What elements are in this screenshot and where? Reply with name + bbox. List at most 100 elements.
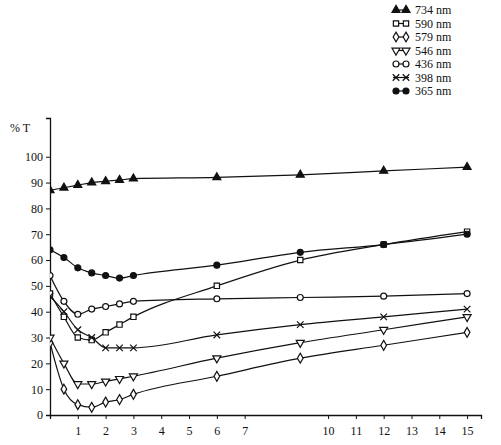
tick-mark (46, 183, 50, 184)
data-point (75, 326, 82, 333)
data-point (214, 262, 220, 268)
tick-label: 40 (31, 305, 43, 319)
tick: 13 (406, 415, 418, 438)
tick-mark (133, 415, 134, 419)
legend-marker (402, 48, 410, 55)
tick-label: 5 (187, 424, 193, 438)
data-point (131, 389, 137, 399)
data-point (75, 400, 81, 410)
tick-label: 10 (31, 383, 43, 397)
tick-mark (46, 286, 50, 287)
data-point (74, 382, 82, 389)
plot-area (50, 162, 471, 412)
tick-mark (161, 415, 162, 419)
tick: 1 (75, 415, 81, 438)
axis-line (51, 416, 482, 420)
tick-label: 2 (103, 424, 109, 438)
tick-label: 15 (462, 424, 474, 438)
tick-label: 70 (31, 228, 43, 242)
data-point (75, 335, 80, 340)
data-point (214, 283, 219, 288)
data-point (214, 332, 221, 339)
data-point (297, 321, 304, 328)
tick: 4 (159, 415, 165, 438)
data-point (129, 174, 137, 181)
tick-mark (328, 415, 329, 419)
tick: 90 (31, 176, 50, 190)
y-axis: 0102030405060708090100 (25, 119, 51, 423)
data-point (88, 178, 96, 185)
data-point (61, 308, 68, 315)
legend-marker (403, 61, 409, 67)
series-line (50, 167, 467, 190)
tick: 7 (242, 415, 248, 438)
data-point (381, 293, 387, 299)
legend: 734 nm590 nm579 nm546 nm436 nm398 nm365 … (392, 3, 452, 98)
data-point (60, 183, 68, 190)
tick-label: 7 (242, 424, 248, 438)
data-point (380, 314, 387, 321)
tick-label: 20 (31, 357, 43, 371)
tick-mark (46, 415, 50, 416)
data-point (129, 374, 137, 381)
tick-label: 12 (378, 424, 390, 438)
series-line (50, 234, 467, 278)
tick: 6 (214, 415, 220, 438)
data-point (50, 273, 53, 279)
tick-label: 13 (406, 424, 418, 438)
tick-mark (46, 157, 50, 158)
data-point (463, 315, 471, 322)
series-line (50, 276, 467, 315)
tick: 11 (351, 415, 363, 438)
data-point (130, 345, 137, 352)
data-point (89, 402, 95, 412)
tick-label: 3 (131, 424, 137, 438)
tick-mark (46, 363, 50, 364)
data-point (103, 397, 109, 407)
tick-mark (411, 415, 412, 419)
data-point (213, 173, 221, 180)
data-point (117, 395, 123, 405)
legend-marker (393, 74, 400, 81)
tick-mark (467, 415, 468, 419)
data-point (464, 327, 470, 337)
data-point (89, 306, 95, 312)
tick: 3 (131, 415, 137, 438)
tick-mark (356, 415, 357, 419)
data-point (116, 345, 123, 352)
tick: 15 (462, 415, 474, 438)
data-point (61, 254, 67, 260)
tick-mark (189, 415, 190, 419)
legend-marker (402, 5, 410, 12)
data-point (50, 247, 53, 253)
data-point (61, 384, 67, 394)
data-point (115, 175, 123, 182)
data-point (103, 330, 108, 335)
data-point (117, 322, 122, 327)
tick: 20 (31, 357, 50, 371)
data-point (50, 335, 54, 342)
tick: 80 (31, 202, 50, 216)
legend-marker (393, 61, 399, 67)
tick-mark (384, 415, 385, 419)
data-point (381, 242, 386, 247)
tick: 70 (31, 228, 50, 242)
tick-mark (46, 389, 50, 390)
tick: 100 (25, 150, 50, 164)
tick-label: 1 (75, 424, 81, 438)
tick-label: 80 (31, 202, 43, 216)
legend-label: 734 nm (415, 3, 452, 17)
data-point (102, 345, 109, 352)
tick: 50 (31, 279, 50, 293)
tick: 2 (103, 415, 109, 438)
legend-marker (403, 32, 409, 42)
tick: 10 (31, 383, 50, 397)
data-point (464, 306, 471, 313)
data-point (103, 273, 109, 279)
data-point (50, 186, 54, 193)
tick-mark (439, 415, 440, 419)
legend-label: 436 nm (415, 57, 452, 71)
data-point (61, 298, 67, 304)
tick-label: 10 (323, 424, 335, 438)
tick-label: 11 (351, 424, 363, 438)
